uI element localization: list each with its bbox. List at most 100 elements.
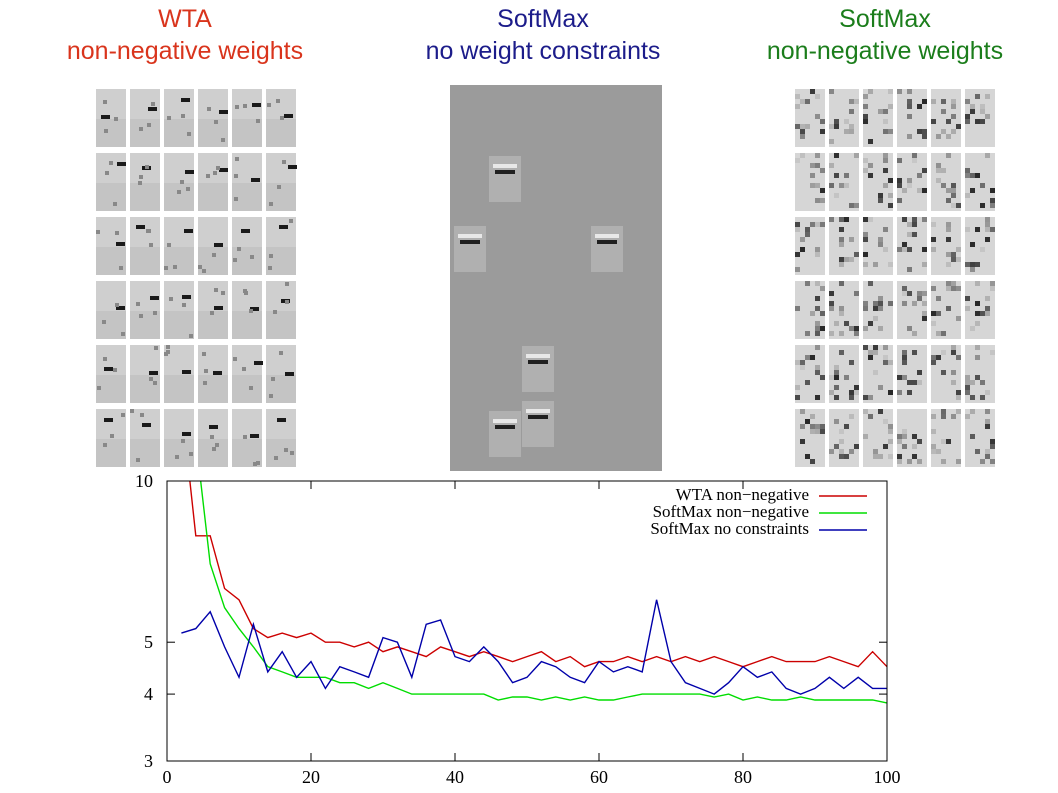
weight-pixel: [897, 459, 902, 464]
weight-pixel: [951, 104, 956, 109]
weight-pixel: [854, 99, 859, 104]
weight-pixel: [810, 163, 815, 168]
weight-pixel: [249, 386, 253, 390]
weight-pixel: [917, 439, 922, 444]
weight-pixel: [985, 296, 990, 301]
weight-pixel: [917, 291, 922, 296]
weight-pixel: [829, 301, 834, 306]
weight-pixel: [250, 255, 254, 259]
weight-pixel: [965, 114, 970, 119]
weight-pixel: [970, 380, 975, 385]
weight-pixel: [235, 105, 239, 109]
weight-pixel: [990, 459, 995, 464]
weight-pixel: [868, 321, 873, 326]
weight-pixel: [912, 434, 917, 439]
weight-pixel: [917, 188, 922, 193]
weight-pixel: [878, 301, 883, 306]
weight-pixel: [951, 99, 956, 104]
weight-pixel: [829, 331, 834, 336]
weight-pixel: [888, 129, 893, 134]
weight-pixel: [873, 262, 878, 267]
weight-pixel: [965, 119, 970, 124]
weight-pixel: [980, 119, 985, 124]
weight-pixel: [922, 291, 927, 296]
weight-pixel: [907, 326, 912, 331]
weight-pixel: [105, 171, 109, 175]
weight-pixel: [888, 193, 893, 198]
weight-pixel: [888, 454, 893, 459]
weight-pixel: [956, 286, 961, 291]
weight-pixel: [907, 291, 912, 296]
weight-pixel: [897, 375, 902, 380]
weight-pixel: [849, 390, 854, 395]
weight-pixel: [214, 288, 218, 292]
panel-title: non-negative weights: [67, 37, 303, 65]
weight-pixel: [109, 161, 113, 165]
weight-pixel: [951, 286, 956, 291]
weight-pixel: [912, 380, 917, 385]
weight-pixel: [985, 419, 990, 424]
weight-pixel: [907, 390, 912, 395]
weight-tile-lower: [266, 311, 296, 339]
weight-pixel: [936, 449, 941, 454]
weight-pixel: [863, 114, 868, 119]
weight-pixel: [202, 269, 206, 273]
weight-pixel: [883, 183, 888, 188]
weight-pixel: [829, 89, 834, 94]
weight-pixel: [800, 129, 805, 134]
weight-tile-lower: [232, 119, 262, 147]
weight-pixel: [182, 303, 186, 307]
weight-pixel: [805, 380, 810, 385]
weight-pixel: [810, 459, 815, 464]
weight-pixel: [202, 352, 206, 356]
weight-pixel: [970, 262, 975, 267]
weight-blob: [454, 226, 486, 272]
weight-tile-lower: [198, 311, 228, 339]
weight-pixel: [888, 262, 893, 267]
weight-pixel: [951, 129, 956, 134]
weight-pixel: [153, 381, 157, 385]
weight-pixel: [888, 360, 893, 365]
weight-pixel: [936, 355, 941, 360]
weight-pixel: [980, 311, 985, 316]
weight-stroke: [219, 168, 228, 172]
weight-pixel: [854, 252, 859, 257]
weight-pixel: [839, 306, 844, 311]
weight-blob-core: [597, 240, 617, 244]
weight-pixel: [815, 424, 820, 429]
weight-pixel: [815, 247, 820, 252]
weight-pixel: [902, 188, 907, 193]
weight-pixel: [941, 459, 946, 464]
weight-pixel: [839, 439, 844, 444]
x-tick-label: 0: [163, 767, 172, 787]
weight-pixel: [941, 109, 946, 114]
weight-pixel: [912, 301, 917, 306]
weight-pixel: [873, 449, 878, 454]
weight-blob-core: [495, 170, 515, 174]
weight-pixel: [114, 117, 118, 121]
weight-pixel: [873, 370, 878, 375]
weight-pixel: [912, 232, 917, 237]
weight-stroke: [277, 418, 286, 422]
weight-pixel: [883, 227, 888, 232]
weight-pixel: [863, 94, 868, 99]
weight-pixel: [235, 157, 239, 161]
weight-pixel: [907, 178, 912, 183]
weight-pixel: [863, 306, 868, 311]
weight-pixel: [975, 119, 980, 124]
weight-pixel: [888, 429, 893, 434]
weight-pixel: [849, 449, 854, 454]
weight-pixel: [985, 311, 990, 316]
weight-pixel: [795, 94, 800, 99]
weight-stroke: [254, 361, 263, 365]
weight-pixel: [121, 413, 125, 417]
weight-stroke: [250, 434, 259, 438]
weight-pixel: [980, 380, 985, 385]
weight-pixel: [907, 222, 912, 227]
weight-pixel: [815, 163, 820, 168]
weight-pixel: [187, 132, 191, 136]
weight-pixel: [878, 306, 883, 311]
weight-pixel: [121, 332, 125, 336]
weight-pixel: [902, 434, 907, 439]
weight-pixel: [269, 394, 273, 398]
